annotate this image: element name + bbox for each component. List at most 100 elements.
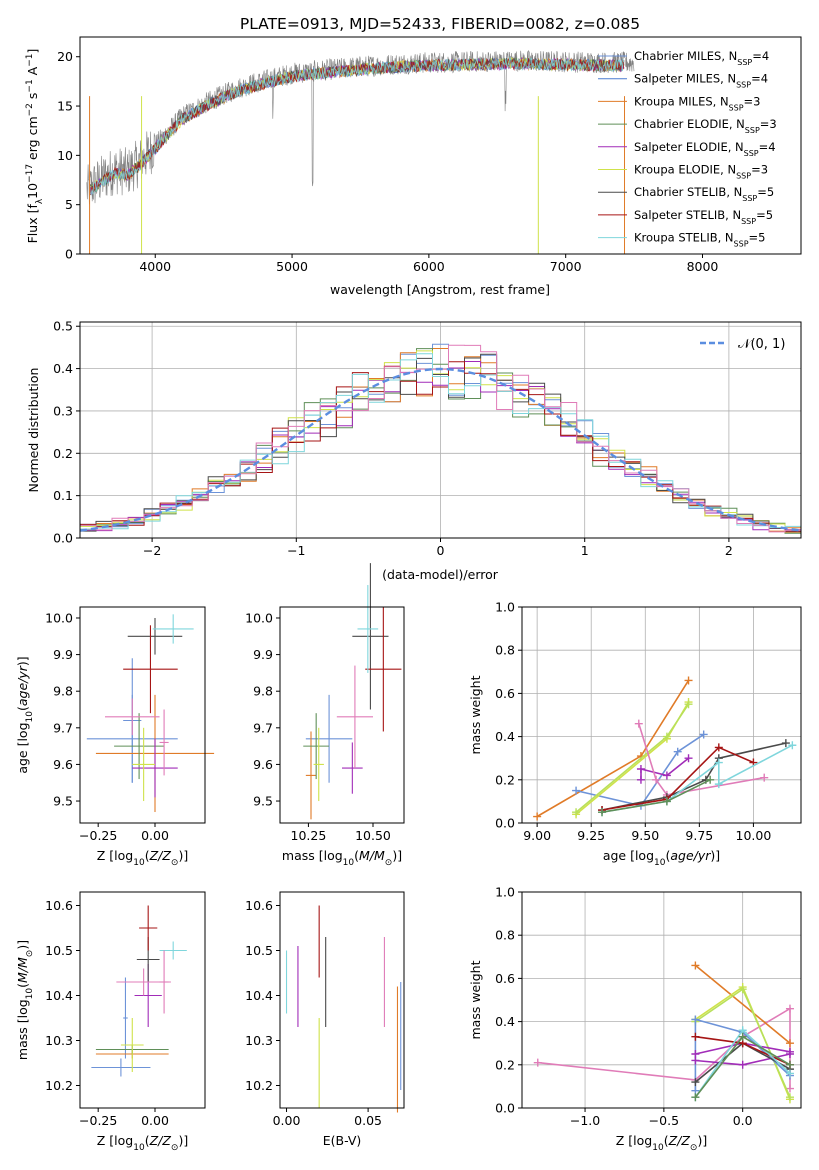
legend-tail: =4 — [752, 49, 769, 63]
axes-frame — [521, 891, 802, 1109]
weight-point-marker — [785, 1004, 794, 1013]
label-part: −2 — [25, 103, 35, 116]
legend-sub: SSP — [736, 80, 751, 89]
y-tick-label: 9.6 — [253, 757, 273, 772]
axes-frame — [79, 36, 802, 255]
x-tick-label: −1.0 — [570, 1113, 600, 1128]
weight-point-marker — [533, 1058, 542, 1067]
axes-frame — [279, 606, 405, 824]
y-tick-label: 0.2 — [53, 446, 73, 461]
x-tick-label: 0.00 — [141, 828, 169, 843]
label-part: age [log — [15, 722, 30, 773]
weight-point-marker — [684, 700, 693, 709]
legend-tail: =4 — [751, 72, 768, 86]
y-tick-label: 0.0 — [495, 816, 515, 831]
y-tick-label: 0.2 — [495, 772, 515, 787]
label-part: λ — [35, 198, 45, 204]
y-tick-label: 10.0 — [45, 610, 73, 625]
x-tick-label: −0.25 — [79, 1113, 117, 1128]
label-part: Z/Z — [668, 1133, 691, 1148]
legend-tail: =3 — [744, 94, 761, 108]
legend-entry: Chabrier STELIB, NSSP=5 — [634, 185, 774, 203]
y-tick-label: 0.6 — [495, 686, 515, 701]
y-tick-label: 0.0 — [495, 1101, 515, 1116]
weight-point-marker — [684, 676, 693, 685]
histogram-x-label: (data-model)/error — [382, 567, 499, 582]
weight-point-marker — [691, 1050, 700, 1058]
weight-point-marker — [785, 1060, 794, 1069]
label-part: Z [log — [97, 1133, 133, 1148]
legend-tail: =5 — [756, 208, 773, 222]
label-part: 10 — [343, 858, 355, 868]
spectrum-axes — [86, 49, 635, 254]
axes-frame — [79, 891, 206, 1109]
y-tick-label: 1.0 — [495, 600, 515, 615]
weight-point-marker — [533, 812, 542, 821]
y-tick-label: 0.0 — [53, 531, 73, 546]
axes-frame — [79, 606, 206, 824]
x-tick-label: 9.50 — [631, 828, 659, 843]
label-part: ( — [145, 1133, 150, 1148]
label-part: −17 — [25, 164, 35, 183]
y-tick-label: 10 — [57, 148, 73, 163]
legend-entry: Salpeter MILES, NSSP=4 — [634, 72, 768, 90]
normal-curve — [79, 367, 802, 532]
z-weight-axes — [522, 891, 801, 1109]
label-part: M/M — [15, 957, 30, 983]
histogram-axes — [79, 322, 802, 539]
y-tick-label: 10.4 — [245, 988, 273, 1003]
y-tick-label: 10.4 — [45, 988, 73, 1003]
x-tick-label: 9.75 — [685, 828, 713, 843]
weight-point-marker — [691, 961, 700, 970]
model-spectrum-line — [89, 57, 625, 195]
spectrum-y-label: Flux [fλ10−17 erg cm−2 s−1 A−1] — [25, 49, 45, 244]
weight-point-marker — [662, 771, 671, 780]
weight-series-line — [694, 964, 791, 1044]
y-tick-label: 0.2 — [495, 1057, 515, 1072]
label-part: s — [25, 93, 40, 104]
z-age-axes-x-label: Z [log10(Z/Z⊙)] — [97, 848, 188, 868]
z-age-axes-y-label: age [log10(age/yr)] — [15, 656, 35, 773]
legend-tail: =5 — [757, 185, 774, 199]
weight-point-marker — [738, 985, 747, 994]
weight-point-marker — [636, 775, 645, 784]
ebv-mass-axes-x-label: E(B-V) — [323, 1133, 362, 1148]
x-tick-label: 10.50 — [355, 828, 391, 843]
y-tick-label: 9.7 — [253, 720, 273, 735]
y-tick-label: 10.6 — [45, 898, 73, 913]
label-part: A — [25, 66, 40, 79]
label-part: )] — [392, 848, 402, 863]
label-part: mass [log — [282, 848, 343, 863]
label-part: 10 — [133, 1143, 145, 1153]
label-part: Flux [f — [25, 204, 40, 244]
y-tick-label: 9.9 — [253, 647, 273, 662]
weight-series-line — [575, 733, 705, 807]
mass-age-axes-x-label: mass [log10(M/M⊙)] — [282, 848, 402, 868]
label-part: mass [log — [15, 999, 30, 1060]
y-tick-label: 10.6 — [245, 898, 273, 913]
legend-entry: Chabrier ELODIE, NSSP=3 — [634, 117, 777, 135]
y-tick-label: 9.8 — [253, 684, 273, 699]
weight-point-marker — [572, 786, 581, 795]
y-tick-label: 0.4 — [495, 729, 515, 744]
y-tick-label: 9.5 — [53, 794, 73, 809]
label-part: Z/Z — [149, 1133, 172, 1148]
model-spectrum-line — [89, 56, 625, 196]
legend-entry: 𝒩(0, 1) — [738, 337, 785, 352]
legend-entry: Salpeter ELODIE, NSSP=4 — [634, 140, 776, 158]
label-part: ( — [664, 1133, 669, 1148]
label-part: )] — [15, 940, 30, 950]
legend-sub: SSP — [741, 216, 756, 225]
legend-entry: Chabrier MILES, NSSP=4 — [634, 49, 769, 67]
y-tick-label: 5 — [65, 197, 73, 212]
y-tick-label: 10.2 — [45, 1078, 73, 1093]
age-weight-axes-y-label: mass weight — [468, 675, 483, 754]
weight-point-marker — [598, 808, 607, 817]
y-tick-label: 15 — [57, 99, 73, 114]
legend-sub: SSP — [736, 171, 751, 180]
x-tick-label: 0.00 — [141, 1113, 169, 1128]
x-tick-label: −2 — [143, 543, 161, 558]
x-tick-label: 0.05 — [354, 1113, 382, 1128]
label-part: ⊙ — [171, 858, 179, 868]
